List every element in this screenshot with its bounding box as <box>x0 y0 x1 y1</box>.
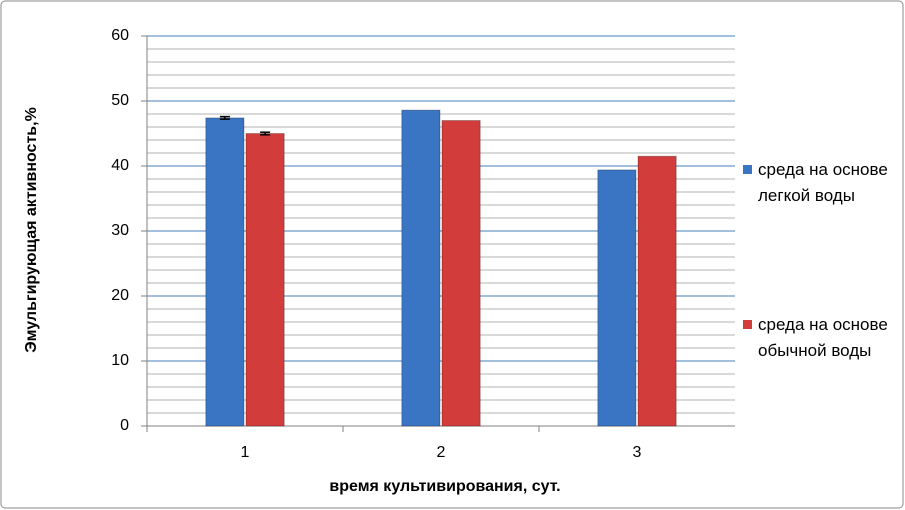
y-tick-label: 40 <box>111 157 129 174</box>
x-tick-label: 1 <box>241 444 250 461</box>
legend-item: среда на основе обычной воды <box>740 312 905 364</box>
legend-item: среда на основе легкой воды <box>740 157 905 209</box>
bar <box>637 155 677 427</box>
legend-label: среда на основе легкой воды <box>758 160 888 205</box>
legend-swatch <box>743 320 752 329</box>
y-tick-label: 0 <box>120 417 129 434</box>
y-tick-label: 60 <box>111 27 129 44</box>
y-tick-label: 30 <box>111 222 129 239</box>
bar <box>245 133 285 427</box>
x-tick-label: 3 <box>633 444 642 461</box>
y-axis-label: Эмульгирующая активность,% <box>23 107 40 353</box>
y-tick-label: 20 <box>111 287 129 304</box>
legend-label: среда на основе обычной воды <box>758 315 888 360</box>
bar <box>401 109 441 427</box>
x-tick-label: 2 <box>437 444 446 461</box>
y-tick-label: 50 <box>111 92 129 109</box>
x-axis-label: время культивирования, сут. <box>329 478 560 495</box>
bar <box>597 169 637 427</box>
bar <box>205 117 245 427</box>
y-tick-label: 10 <box>111 352 129 369</box>
legend-swatch <box>743 165 752 174</box>
bar <box>441 120 481 427</box>
